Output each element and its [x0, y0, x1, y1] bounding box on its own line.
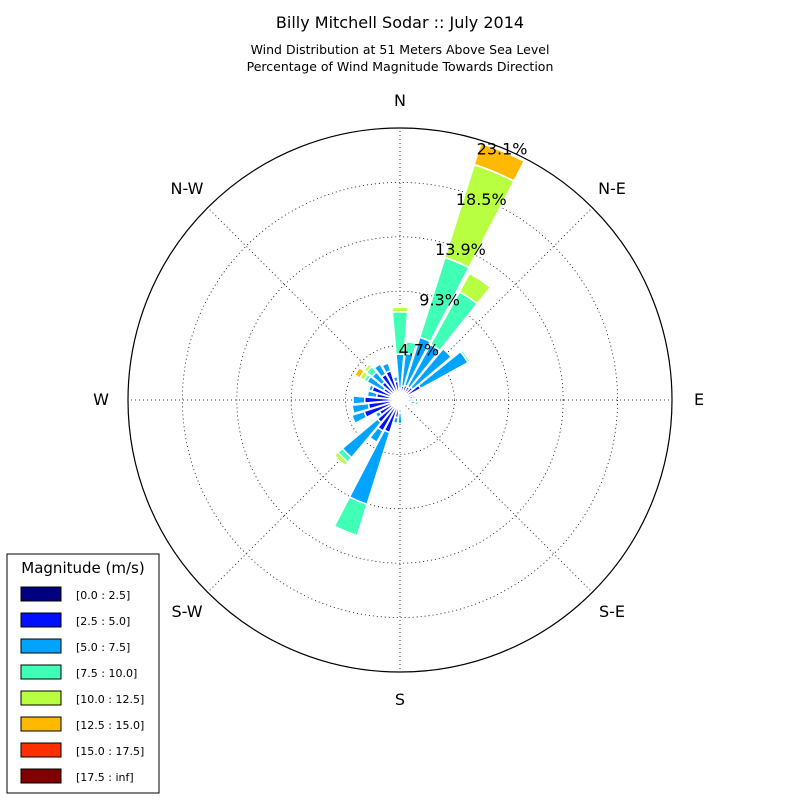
- legend-swatch: [20, 664, 62, 680]
- grid-spoke: [399, 399, 593, 593]
- radial-tick-label: 18.5%: [456, 190, 507, 209]
- radial-labels: 4.7%9.3%13.9%18.5%23.1%: [398, 140, 527, 360]
- legend-swatch: [20, 638, 62, 654]
- direction-label-nw: N-W: [171, 179, 204, 198]
- legend-label: [17.5 : inf]: [76, 771, 134, 784]
- grid-spoke: [207, 399, 401, 593]
- legend-swatch: [20, 586, 62, 602]
- legend-title: Magnitude (m/s): [21, 559, 144, 577]
- legend-label: [7.5 : 10.0]: [76, 667, 137, 680]
- direction-label-se: S-E: [599, 602, 625, 621]
- wind-bars: [333, 142, 526, 537]
- direction-label-w: W: [93, 390, 109, 409]
- direction-label-ne: N-E: [598, 179, 626, 198]
- radial-tick-label: 9.3%: [419, 290, 460, 309]
- grid-ring: [181, 181, 619, 619]
- grid-ring: [345, 345, 455, 455]
- chart-subtitle-line-2: Percentage of Wind Magnitude Towards Dir…: [247, 59, 554, 74]
- legend-label: [15.0 : 17.5]: [76, 745, 144, 758]
- direction-label-sw: S-W: [171, 602, 202, 621]
- legend-label: [2.5 : 5.0]: [76, 615, 130, 628]
- wind-bar: [363, 396, 401, 404]
- legend-label: [12.5 : 15.0]: [76, 719, 144, 732]
- legend-label: [0.0 : 2.5]: [76, 589, 130, 602]
- wind-bar: [363, 399, 401, 419]
- grid-spoke: [399, 207, 593, 401]
- legend-label: [10.0 : 12.5]: [76, 693, 144, 706]
- radial-tick-label: 13.9%: [435, 240, 486, 259]
- wind-bar: [384, 369, 401, 401]
- direction-label-s: S: [395, 690, 405, 709]
- chart-subtitle-line-1: Wind Distribution at 51 Meters Above Sea…: [251, 42, 550, 57]
- legend-items: [0.0 : 2.5] [2.5 : 5.0] [5.0 : 7.5] [7.5 : …: [20, 586, 144, 784]
- grid-ring: [236, 236, 564, 564]
- legend: Magnitude (m/s) [0.0 : 2.5] [2.5 : 5.0] [5…: [6, 553, 160, 794]
- wind-bar: [352, 395, 366, 405]
- legend-swatch: [20, 690, 62, 706]
- direction-label-n: N: [394, 91, 406, 110]
- direction-label-e: E: [694, 390, 704, 409]
- legend-swatch: [20, 742, 62, 758]
- legend-swatch: [20, 612, 62, 628]
- chart-title: Billy Mitchell Sodar :: July 2014: [276, 13, 524, 32]
- wind-bar: [399, 384, 422, 401]
- grid-spoke: [207, 207, 401, 401]
- legend-swatch: [20, 716, 62, 732]
- legend-swatch: [20, 768, 62, 784]
- wind-bar: [393, 380, 401, 401]
- legend-label: [5.0 : 7.5]: [76, 641, 130, 654]
- wind-bar: [376, 399, 401, 424]
- radial-tick-label: 4.7%: [398, 341, 439, 360]
- polar-frame: [127, 127, 673, 673]
